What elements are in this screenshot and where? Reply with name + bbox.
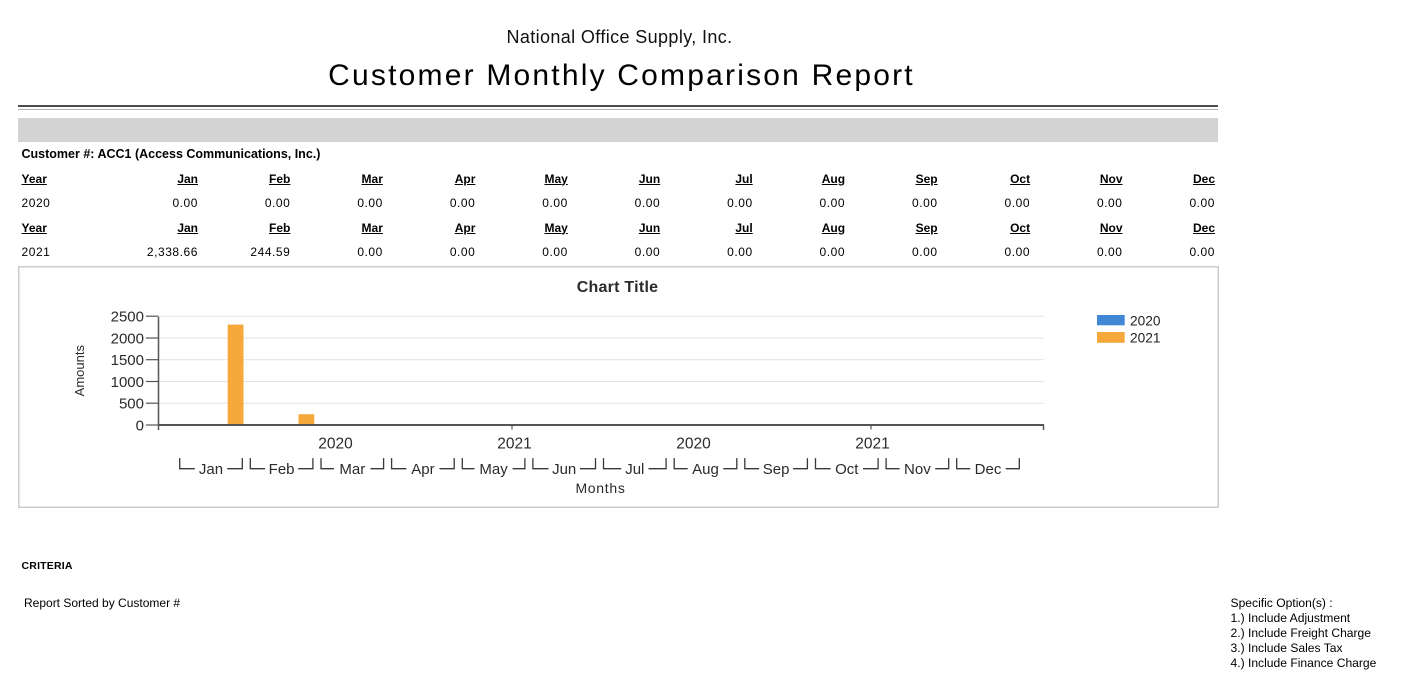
svg-text:2020: 2020 xyxy=(318,436,353,453)
svg-text:0: 0 xyxy=(136,417,144,434)
svg-text:2020: 2020 xyxy=(1130,313,1161,328)
svg-text:May: May xyxy=(479,461,508,478)
svg-text:Mar: Mar xyxy=(339,461,365,478)
svg-text:Aug: Aug xyxy=(692,461,719,478)
svg-text:2000: 2000 xyxy=(111,330,144,347)
svg-text:Chart Title: Chart Title xyxy=(577,279,659,296)
svg-text:Apr: Apr xyxy=(411,461,434,478)
svg-text:Amounts: Amounts xyxy=(72,345,87,397)
svg-text:500: 500 xyxy=(119,396,144,413)
svg-text:1000: 1000 xyxy=(111,374,144,391)
svg-text:Feb: Feb xyxy=(269,461,295,478)
svg-text:1500: 1500 xyxy=(111,352,144,369)
svg-text:Months: Months xyxy=(575,480,625,496)
svg-text:Oct: Oct xyxy=(835,461,859,478)
svg-text:Nov: Nov xyxy=(904,461,931,478)
svg-text:Jan: Jan xyxy=(199,461,223,478)
svg-text:Dec: Dec xyxy=(975,461,1002,478)
svg-text:2021: 2021 xyxy=(855,436,889,453)
svg-text:Jun: Jun xyxy=(552,461,576,478)
svg-text:2021: 2021 xyxy=(497,436,531,453)
svg-text:2500: 2500 xyxy=(111,309,144,326)
svg-text:2020: 2020 xyxy=(676,436,711,453)
svg-text:Sep: Sep xyxy=(763,461,790,478)
svg-text:2021: 2021 xyxy=(1130,331,1160,346)
svg-text:Jul: Jul xyxy=(625,461,644,478)
